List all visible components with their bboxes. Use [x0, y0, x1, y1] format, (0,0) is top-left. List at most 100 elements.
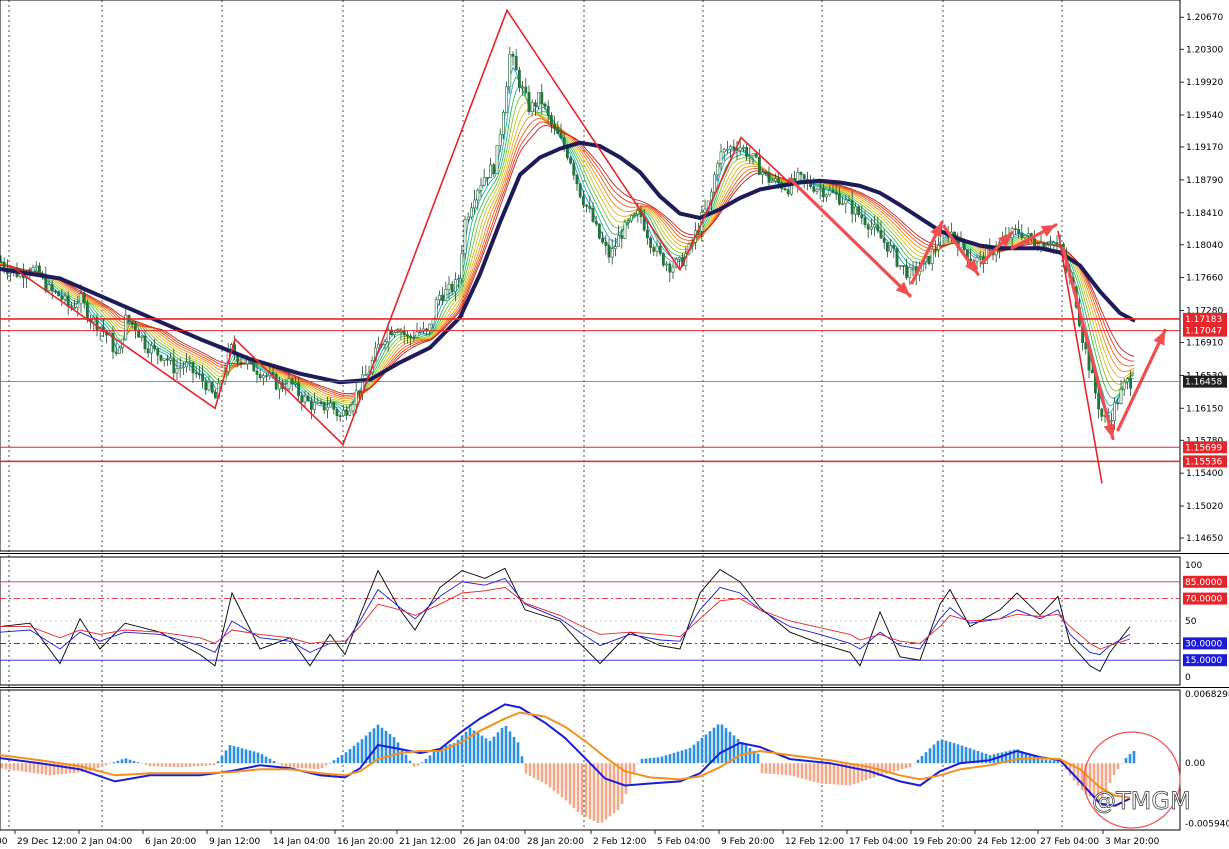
macd-histogram-bar [284, 763, 288, 768]
candle-down [901, 265, 905, 275]
x-tick-label: 24 Feb 12:00 [977, 837, 1036, 847]
candle-up [303, 390, 307, 408]
macd-histogram-bar [492, 736, 496, 764]
candle-body [588, 205, 592, 209]
candle-body [303, 395, 307, 403]
macd-histogram-bar [636, 763, 640, 765]
candle-body [34, 265, 38, 268]
candle-body [450, 283, 454, 292]
y-tick-label: 1.14650 [1186, 534, 1223, 544]
arrow-head [1103, 423, 1116, 439]
macd-histogram-bar [196, 763, 200, 767]
candle-down [591, 201, 595, 223]
arrow [1061, 246, 1116, 441]
macd-histogram-bar [200, 763, 204, 766]
candle-body [751, 153, 755, 157]
stochastic-level-tag: 85.0000 [1183, 575, 1227, 588]
candle-up [748, 146, 752, 164]
candle-up [421, 321, 425, 334]
macd-histogram-bar [472, 730, 476, 764]
x-tick-label: 2 Feb 12:00 [593, 837, 647, 847]
y-tick-label: 0 [1185, 673, 1191, 683]
macd-histogram-bar [172, 763, 176, 767]
candle-up [63, 292, 67, 304]
candle-body [866, 224, 870, 230]
candle-down [405, 331, 409, 344]
candle-down [114, 342, 118, 356]
price-tag-box [1183, 637, 1227, 650]
candle-body [498, 134, 502, 146]
macd-histogram-bar [624, 763, 628, 794]
macd-histogram-bar [420, 762, 424, 764]
candle-body [745, 147, 749, 157]
candle-down [210, 380, 214, 395]
candle-body [1119, 388, 1123, 404]
x-tick-label: 21 Jan 12:00 [399, 837, 456, 847]
macd-histogram-bar [188, 763, 192, 767]
candle-body [565, 147, 569, 159]
macd-histogram-bar [500, 727, 504, 764]
macd-histogram-bar [1100, 763, 1104, 798]
price-tag-label: 1.17047 [1185, 327, 1222, 337]
candle-up [364, 365, 368, 376]
candle-up [476, 188, 480, 210]
candle-body [146, 348, 150, 354]
grid [8, 0, 1063, 830]
candle-body [60, 295, 64, 300]
macd-histogram-bar [700, 737, 704, 764]
macd-histogram-bar [432, 752, 436, 764]
candle-body [927, 255, 931, 264]
level-tag: 1.15536 [1183, 455, 1227, 468]
macd-histogram-bar [844, 763, 848, 786]
candle-body [649, 237, 653, 248]
macd-histogram-bar [324, 763, 328, 766]
stochastic-level-tag: 30.0000 [1183, 637, 1227, 650]
candle-up [34, 261, 38, 270]
candle-body [383, 341, 387, 345]
candle-up [908, 263, 912, 285]
price-tag-label: 1.15536 [1185, 457, 1222, 467]
candle-up [841, 196, 845, 206]
candle-down [258, 368, 262, 381]
candle-body [655, 245, 659, 252]
candle-down [166, 354, 169, 366]
candle-body [569, 157, 573, 164]
macd-histogram-bar [820, 763, 824, 784]
macd-histogram-bar [412, 763, 416, 767]
candle-body [466, 216, 470, 220]
candle-body [418, 331, 422, 333]
candle-down [60, 288, 64, 307]
macd-histogram-bar [440, 746, 444, 764]
candle-body [610, 248, 614, 258]
candle-body [399, 330, 403, 333]
price-tag-box [1183, 592, 1227, 605]
candle-up [725, 140, 729, 154]
candle-down [553, 115, 557, 135]
macd-histogram-bar [168, 763, 172, 767]
candle-body [341, 409, 345, 416]
macd-histogram-bar [184, 763, 188, 767]
candle-body [482, 177, 486, 186]
candle-body [460, 253, 464, 280]
candle-body [879, 230, 883, 239]
candle-body [1055, 242, 1059, 245]
candle-body [345, 409, 349, 416]
panel-frame [0, 0, 1181, 552]
candle-up [1110, 412, 1113, 426]
candle-down [594, 215, 598, 227]
macd-histogram-bar [480, 735, 484, 764]
macd-histogram-bar [20, 763, 24, 772]
macd-histogram-bar [328, 762, 332, 764]
macd-histogram-bar [240, 748, 244, 764]
price-tag-label: 1.16458 [1185, 378, 1222, 388]
candle-body [786, 189, 790, 195]
candle-down [242, 362, 246, 365]
macd-histogram-bar [784, 763, 788, 776]
macd-histogram-bar [464, 731, 468, 764]
candle-down [604, 234, 608, 255]
x-tick-label: 19 Feb 20:00 [913, 837, 972, 847]
candle-body [393, 332, 397, 335]
candle-body [162, 358, 166, 361]
macd-histogram-bar [1000, 752, 1004, 764]
candle-body [351, 404, 355, 412]
